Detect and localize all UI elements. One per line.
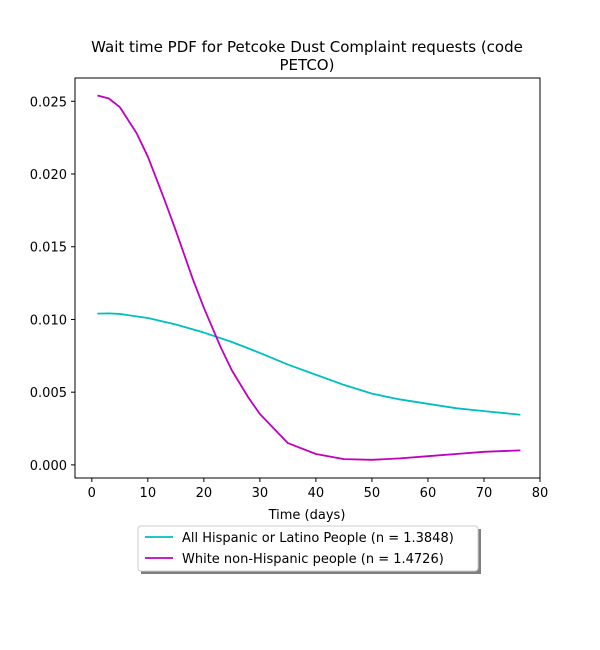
plot-area: 0 10 20 30 40 50 60 70 80 0.0000.0050.0100.0150.…	[30, 77, 549, 501]
series-line-0	[97, 312, 521, 416]
chart-title-line-2: PETCO)	[280, 56, 335, 74]
series-line-1	[97, 94, 521, 461]
series-lines	[97, 94, 521, 461]
legend: All Hispanic or Latino People (n = 1.384…	[137, 525, 481, 574]
legend-label-hispanic: All Hispanic or Latino People (n = 1.384…	[182, 531, 454, 546]
y-tick-label: 0.020	[30, 168, 67, 183]
x-tick-label: 60	[420, 486, 437, 501]
y-tick-label: 0.000	[30, 459, 67, 474]
y-tick-label: 0.025	[30, 95, 67, 110]
x-tick-label: 30	[252, 486, 269, 501]
chart-title-line-1: Wait time PDF for Petcoke Dust Complaint…	[91, 38, 523, 56]
legend-label-white: White non-Hispanic people (n = 1.4726)	[182, 552, 444, 567]
axes-frame	[74, 77, 541, 479]
y-axis-ticks: 0.000 0.005 0.010 0.015 0.020 0.025	[30, 95, 75, 474]
y-tick-label: 0.010	[30, 313, 67, 328]
x-tick-label: 0	[88, 486, 96, 501]
legend-box	[137, 525, 479, 572]
x-tick-label: 50	[364, 486, 381, 501]
x-tick-label: 80	[532, 486, 549, 501]
x-tick-label: 40	[308, 486, 325, 501]
y-tick-label: 0.015	[30, 241, 67, 256]
y-tick-label: 0.005	[30, 386, 67, 401]
x-tick-label: 70	[476, 486, 493, 501]
x-tick-label: 20	[196, 486, 213, 501]
x-axis-label: Time (days)	[268, 508, 346, 523]
x-axis-ticks: 0 10 20 30 40 50 60 70 80	[88, 478, 549, 501]
x-tick-label: 10	[140, 486, 157, 501]
